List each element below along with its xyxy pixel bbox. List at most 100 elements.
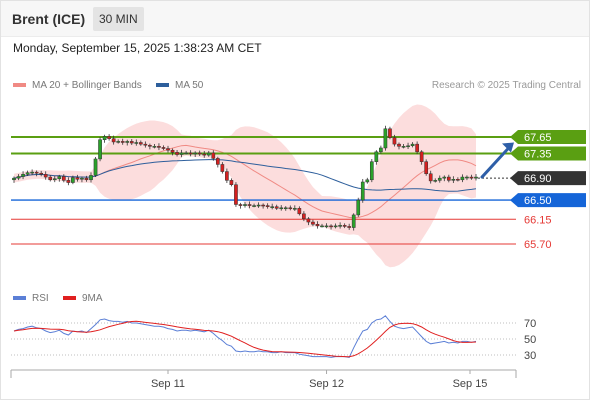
level-label-pivot: 66.50 (524, 195, 552, 207)
level-tag-last (510, 171, 586, 186)
candle (329, 224, 333, 230)
candle-body (57, 176, 62, 179)
candle-body (34, 171, 39, 174)
candle (424, 159, 429, 176)
candle (184, 150, 188, 155)
candle (188, 150, 193, 157)
candle (175, 150, 179, 157)
candle (315, 221, 320, 229)
candle-body (179, 152, 184, 155)
candle-body (243, 204, 247, 206)
candle-body (442, 176, 447, 179)
candle-body (252, 205, 256, 207)
candle (179, 149, 184, 158)
candle-body (211, 152, 216, 159)
candle (297, 206, 302, 216)
candle (456, 177, 460, 182)
candle-body (338, 225, 342, 227)
level-tag-resistance (510, 130, 586, 144)
candle (148, 143, 152, 150)
candle-body (166, 148, 170, 151)
candle (365, 177, 370, 184)
candle (16, 174, 21, 181)
candle (206, 150, 211, 157)
candle-body (111, 138, 116, 143)
rsi-level-label: 50 (524, 334, 536, 346)
candle-body (188, 152, 193, 155)
candle (75, 174, 80, 182)
candle (451, 176, 456, 184)
candle (410, 142, 415, 148)
legend-ma50: MA 50 (156, 80, 203, 91)
candle-body (347, 226, 352, 228)
candle-body (342, 225, 347, 227)
candle (351, 213, 356, 231)
candle (274, 204, 279, 210)
candle (107, 134, 111, 141)
candle-body (170, 149, 175, 153)
candle (338, 222, 342, 229)
candle-body (351, 214, 356, 228)
candle-body (383, 128, 388, 149)
candle-body (116, 141, 121, 143)
candle (243, 202, 247, 208)
candle-body (225, 171, 229, 181)
candle-body (433, 180, 438, 182)
candle-body (184, 152, 188, 155)
candle (202, 150, 207, 158)
candle (43, 171, 48, 180)
candle (419, 150, 424, 165)
candle (302, 211, 306, 222)
candle (34, 170, 39, 177)
candle-body (234, 184, 238, 205)
ma20-swatch (13, 83, 26, 88)
candle (252, 203, 256, 208)
candle-body (456, 179, 460, 181)
level-label-support: 66.15 (524, 214, 552, 226)
candle (116, 139, 121, 144)
candle-body (274, 206, 279, 209)
candle-body (175, 152, 179, 155)
candle-body (229, 180, 234, 185)
candle (80, 176, 84, 183)
candle (311, 219, 315, 227)
level-tag-resistance (510, 146, 586, 161)
candle-body (474, 176, 478, 179)
candle-body (428, 173, 433, 182)
candle (211, 150, 216, 161)
candle-body (39, 172, 44, 175)
candle (120, 138, 125, 145)
candle (238, 202, 243, 209)
candle-body (270, 206, 275, 208)
ma9-swatch (63, 296, 76, 301)
candle (215, 156, 220, 168)
legend-ma20: MA 20 + Bollinger Bands (13, 80, 142, 91)
candle-body (406, 145, 410, 148)
timeframe-button[interactable]: 30 MIN (93, 7, 144, 31)
candle (111, 135, 116, 145)
rsi-label: RSI (32, 293, 49, 304)
candle (39, 170, 44, 177)
candle (152, 143, 157, 149)
candle-body (424, 161, 429, 175)
candle (261, 203, 265, 209)
candle-body (157, 146, 161, 148)
candle (288, 205, 293, 211)
candle (21, 171, 25, 180)
candle-body (197, 152, 202, 155)
candle-body (297, 208, 302, 215)
candle-body (446, 176, 451, 181)
candle (193, 151, 198, 158)
candle (360, 178, 365, 203)
candle (306, 217, 311, 226)
candle-body (410, 143, 415, 147)
candle (415, 141, 419, 155)
candle (474, 174, 478, 181)
candle (347, 223, 352, 230)
candle-body (469, 176, 474, 179)
candle-body (311, 221, 315, 225)
candle (333, 223, 338, 229)
candle-body (379, 147, 383, 153)
candle (356, 197, 361, 217)
